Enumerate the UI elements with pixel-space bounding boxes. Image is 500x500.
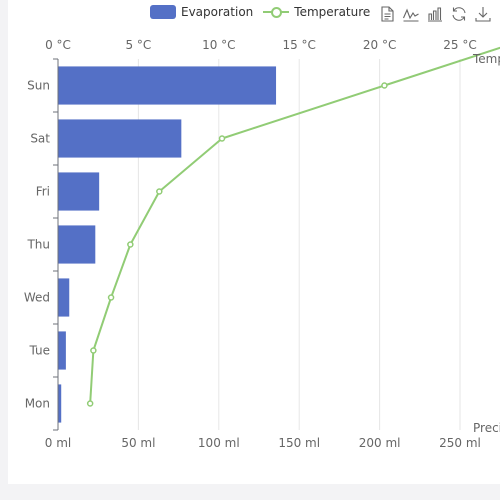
y-tick-label-wed: Wed xyxy=(24,291,50,305)
bar-tue xyxy=(58,331,66,370)
x-top-axis-name: Temperature xyxy=(472,52,500,66)
x-top-tick-label: 20 °C xyxy=(363,38,396,52)
axis-labels: 0 ml 50 ml 100 ml 150 ml 200 ml 250 ml 0 °C 5 °… xyxy=(24,38,500,450)
temperature-point-sat xyxy=(218,135,226,142)
x-bottom-tick-label: 0 ml xyxy=(45,436,71,450)
x-top-tick-label: 15 °C xyxy=(282,38,315,52)
line-series xyxy=(86,46,500,407)
legend-label-temperature: Temperature xyxy=(294,5,371,19)
bar-sat xyxy=(58,119,182,158)
x-bottom-tick-label: 200 ml xyxy=(359,436,401,450)
y-tick-label-sat: Sat xyxy=(30,132,50,146)
temperature-point-mon xyxy=(86,400,94,407)
bar-sun xyxy=(58,66,277,105)
y-tick-label-thu: Thu xyxy=(26,238,50,252)
x-top-tick-label: 25 °C xyxy=(443,38,476,52)
temperature-point-wed xyxy=(107,294,115,301)
bar-wed xyxy=(58,278,70,317)
temperature-point-sun xyxy=(381,82,388,89)
x-top-tick-label: 5 °C xyxy=(125,38,151,52)
x-bottom-tick-label: 100 ml xyxy=(198,436,240,450)
bar-thu xyxy=(58,225,96,264)
save-image-icon[interactable] xyxy=(474,5,492,23)
temperature-point-thu xyxy=(127,241,134,248)
y-tick-label-sun: Sun xyxy=(27,79,50,93)
x-bottom-tick-label: 150 ml xyxy=(278,436,320,450)
legend-item-evaporation[interactable]: Evaporation xyxy=(150,5,253,19)
x-top-tick-label: 10 °C xyxy=(202,38,235,52)
temperature-point-tue xyxy=(90,347,97,354)
y-tick-label-fri: Fri xyxy=(36,185,50,199)
restore-icon[interactable] xyxy=(450,5,468,23)
legend-label-evaporation: Evaporation xyxy=(181,5,254,19)
bar-series xyxy=(58,66,277,423)
axes xyxy=(53,58,59,431)
legend-item-temperature[interactable]: Temperature xyxy=(263,5,370,19)
x-bottom-tick-label: 250 ml xyxy=(439,436,481,450)
line-chart-icon[interactable] xyxy=(402,5,420,23)
bar-fri xyxy=(58,172,100,211)
bar-mon xyxy=(58,384,62,423)
x-bottom-tick-label: 50 ml xyxy=(121,436,155,450)
x-top-tick-label: 0 °C xyxy=(45,38,71,52)
toolbox xyxy=(378,5,492,23)
temperature-swatch-dot xyxy=(271,7,283,18)
grid-lines xyxy=(137,59,461,430)
data-view-icon[interactable] xyxy=(378,5,396,23)
y-tick-label-mon: Mon xyxy=(25,397,50,411)
legend: Evaporation Temperature xyxy=(150,2,380,22)
bar-chart-icon[interactable] xyxy=(426,5,444,23)
evaporation-swatch xyxy=(150,5,176,19)
x-bottom-axis-name: Precipitation xyxy=(473,421,500,435)
temperature-point-fri xyxy=(156,188,163,195)
temperature-swatch xyxy=(263,5,290,19)
y-tick-label-tue: Tue xyxy=(29,344,51,358)
temperature-line xyxy=(89,46,500,404)
